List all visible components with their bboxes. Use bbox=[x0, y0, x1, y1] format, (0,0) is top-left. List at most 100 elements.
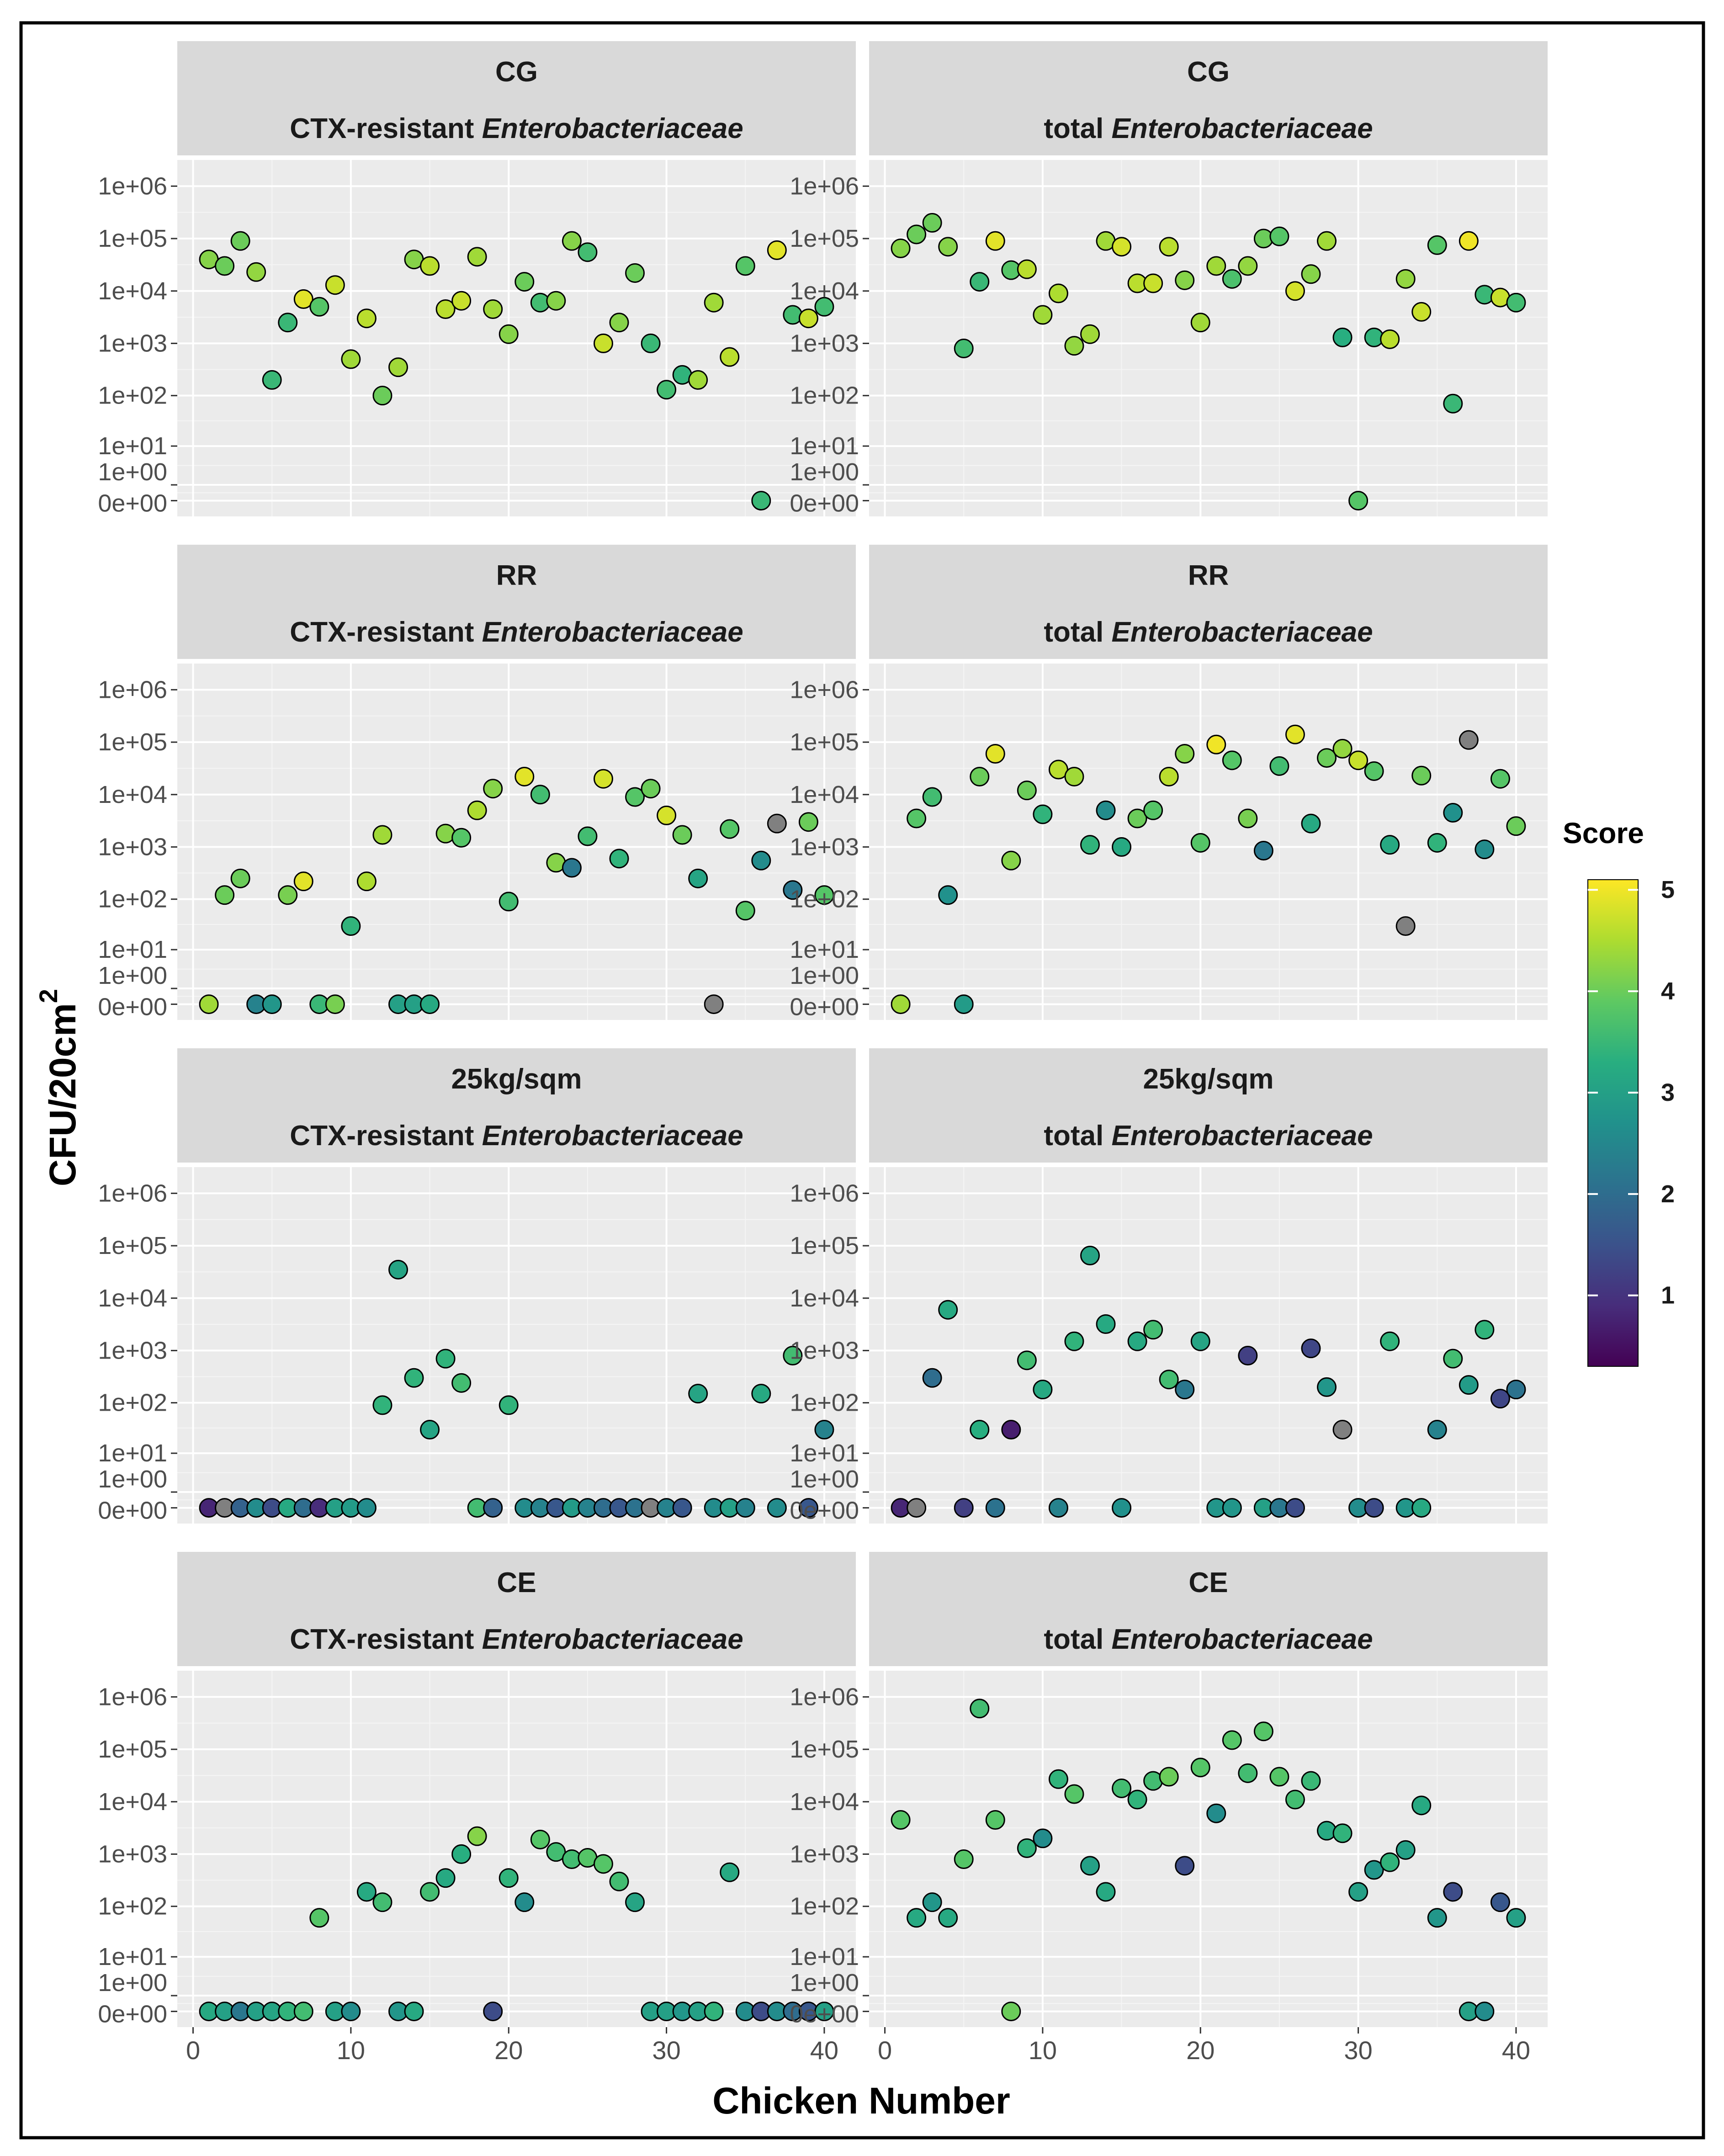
data-point bbox=[1175, 744, 1195, 764]
strip-measure-italic: Enterobacteriaceae bbox=[1112, 1120, 1373, 1152]
data-point bbox=[907, 1498, 927, 1518]
data-point bbox=[1348, 1882, 1369, 1902]
y-tick-label: 1e+05 bbox=[790, 1232, 859, 1259]
data-point bbox=[798, 1498, 818, 1518]
data-point bbox=[467, 800, 487, 820]
x-axes: 0 10 20 30 40 0 10 20 30 40 bbox=[186, 2027, 1530, 2065]
x-tick-label: 30 bbox=[652, 2036, 680, 2065]
y-tick-label: 1e+03 bbox=[98, 1337, 167, 1364]
panel-background bbox=[177, 1167, 856, 1524]
y-tick-label: 0e+00 bbox=[98, 2001, 167, 2028]
y-tick-label: 1e+04 bbox=[790, 277, 859, 305]
data-point bbox=[593, 769, 613, 789]
data-point bbox=[199, 994, 219, 1014]
data-point bbox=[1048, 1498, 1068, 1518]
data-point bbox=[1269, 1767, 1289, 1787]
data-point bbox=[657, 380, 677, 400]
panel-background bbox=[869, 1671, 1548, 2027]
data-point bbox=[783, 880, 803, 900]
data-point bbox=[891, 994, 911, 1014]
data-point bbox=[1017, 1838, 1037, 1858]
legend-tick-label: 5 bbox=[1661, 876, 1675, 903]
data-point bbox=[1175, 1856, 1195, 1876]
data-point bbox=[451, 828, 472, 848]
data-point bbox=[435, 1868, 456, 1888]
data-point bbox=[341, 349, 361, 369]
y-tick-label: 1e+04 bbox=[790, 1788, 859, 1816]
y-tick-label: 1e+01 bbox=[790, 1439, 859, 1467]
x-tick-label: 30 bbox=[1344, 2036, 1372, 2065]
data-point bbox=[562, 858, 582, 878]
data-point bbox=[954, 994, 974, 1014]
y-tick-label: 1e+06 bbox=[790, 1683, 859, 1710]
data-point bbox=[1112, 1778, 1132, 1798]
data-point bbox=[1112, 237, 1132, 257]
data-point bbox=[938, 1908, 958, 1928]
data-point bbox=[1364, 1860, 1384, 1880]
data-point bbox=[1348, 491, 1369, 511]
panel-strip bbox=[177, 41, 856, 155]
x-tick-label: 20 bbox=[494, 2036, 523, 2065]
y-tick-label: 1e+02 bbox=[98, 886, 167, 913]
data-point bbox=[1017, 781, 1037, 801]
data-point bbox=[451, 1373, 472, 1393]
panel-5: 25kg/sqm CTX-resistant Enterobacteriaceae… bbox=[98, 1048, 856, 1524]
data-point bbox=[546, 291, 566, 311]
strip-measure-prefix: CTX-resistant bbox=[290, 1624, 482, 1655]
y-tick-label: 1e+03 bbox=[790, 1337, 859, 1364]
data-point bbox=[1506, 1380, 1526, 1400]
y-tick-label: 1e+04 bbox=[98, 781, 167, 808]
data-point bbox=[451, 291, 472, 311]
y-tick-label: 1e+02 bbox=[790, 1389, 859, 1417]
strip-measure-prefix: total bbox=[1044, 113, 1111, 144]
y-tick-label: 1e+03 bbox=[790, 329, 859, 357]
data-point bbox=[309, 297, 329, 317]
data-point bbox=[1143, 800, 1163, 820]
data-point bbox=[814, 885, 834, 905]
strip-measure-label: total Enterobacteriaceae bbox=[1044, 616, 1373, 648]
data-point bbox=[1443, 393, 1463, 414]
data-point bbox=[578, 242, 598, 262]
data-point bbox=[278, 885, 298, 905]
data-point bbox=[1064, 1331, 1084, 1351]
data-point bbox=[970, 1420, 990, 1440]
data-point bbox=[341, 2002, 361, 2022]
data-point bbox=[1033, 1828, 1053, 1848]
data-point bbox=[1380, 1331, 1400, 1351]
data-point bbox=[1411, 302, 1432, 322]
data-point bbox=[1017, 259, 1037, 279]
data-point bbox=[1317, 231, 1337, 251]
data-point bbox=[1443, 1349, 1463, 1369]
y-tick-label: 0e+00 bbox=[98, 993, 167, 1021]
data-point bbox=[483, 299, 503, 319]
data-point bbox=[672, 825, 692, 845]
panel-strip bbox=[869, 1552, 1548, 1666]
data-point bbox=[325, 994, 345, 1014]
y-tick-label: 0e+00 bbox=[98, 1497, 167, 1524]
panels: CG CTX-resistant Enterobacteriaceae 0e+00 1… bbox=[98, 41, 1548, 2028]
strip-measure-prefix: CTX-resistant bbox=[290, 113, 482, 144]
panel-background bbox=[177, 664, 856, 1020]
data-point bbox=[530, 1829, 550, 1849]
data-point bbox=[907, 808, 927, 828]
data-point bbox=[1427, 235, 1447, 255]
data-point bbox=[1001, 2002, 1021, 2022]
data-point bbox=[1506, 292, 1526, 313]
strip-group-label: CE bbox=[1188, 1567, 1228, 1598]
strip-measure-prefix: total bbox=[1044, 616, 1111, 648]
y-tick-label: 1e+06 bbox=[790, 172, 859, 200]
y-tick-label: 1e+01 bbox=[98, 1439, 167, 1467]
y-tick-label: 1e+00 bbox=[98, 1466, 167, 1493]
data-point bbox=[1364, 1498, 1384, 1518]
data-point bbox=[1443, 803, 1463, 823]
y-tick-label: 0e+00 bbox=[790, 490, 859, 517]
x-tick-label: 40 bbox=[1502, 2036, 1530, 2065]
y-tick-label: 1e+05 bbox=[98, 1736, 167, 1763]
data-point bbox=[1096, 800, 1116, 820]
data-point bbox=[1017, 1350, 1037, 1370]
data-point bbox=[562, 231, 582, 251]
data-point bbox=[530, 785, 550, 805]
legend-colorbar bbox=[1587, 879, 1639, 1367]
